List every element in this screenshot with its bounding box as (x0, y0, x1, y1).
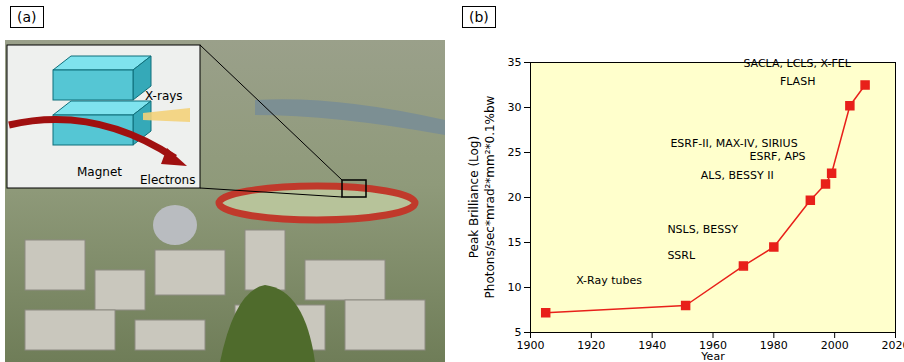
svg-text:15: 15 (508, 236, 522, 249)
svg-text:ESRF-II, MAX-IV, SIRIUS: ESRF-II, MAX-IV, SIRIUS (670, 137, 797, 150)
svg-text:Electrons: Electrons (140, 173, 195, 187)
svg-text:X-rays: X-rays (145, 89, 183, 103)
svg-text:Peak Brilliance (Log): Peak Brilliance (Log) (467, 136, 481, 258)
svg-text:Year: Year (700, 350, 725, 362)
svg-text:Photons/sec*mrad²*mm²*0.1%bw: Photons/sec*mrad²*mm²*0.1%bw (483, 95, 497, 298)
svg-text:10: 10 (508, 281, 522, 294)
svg-text:ALS, BESSY II: ALS, BESSY II (701, 169, 774, 182)
svg-text:30: 30 (508, 101, 522, 114)
svg-text:1940: 1940 (638, 339, 666, 352)
html-text:(a): (a) (17, 9, 37, 25)
svg-text:25: 25 (508, 146, 522, 159)
svg-text:35: 35 (508, 56, 522, 69)
svg-text:FLASH: FLASH (780, 75, 816, 88)
svg-text:2020: 2020 (882, 339, 904, 352)
svg-text:NSLS, BESSY: NSLS, BESSY (667, 223, 738, 236)
svg-text:X-Ray tubes: X-Ray tubes (576, 274, 642, 287)
svg-text:5: 5 (515, 326, 522, 339)
svg-text:20: 20 (508, 191, 522, 204)
svg-text:SSRL: SSRL (667, 249, 696, 262)
svg-text:ESRF, APS: ESRF, APS (750, 150, 806, 163)
svg-text:2000: 2000 (821, 339, 849, 352)
svg-text:Magnet: Magnet (77, 165, 122, 179)
html-text:(b): (b) (469, 9, 489, 25)
svg-text:1920: 1920 (577, 339, 605, 352)
svg-text:1980: 1980 (760, 339, 788, 352)
svg-text:SACLA, LCLS, X-FEL: SACLA, LCLS, X-FEL (743, 57, 851, 70)
svg-text:1960: 1960 (699, 339, 727, 353)
svg-text:1900: 1900 (517, 339, 545, 352)
